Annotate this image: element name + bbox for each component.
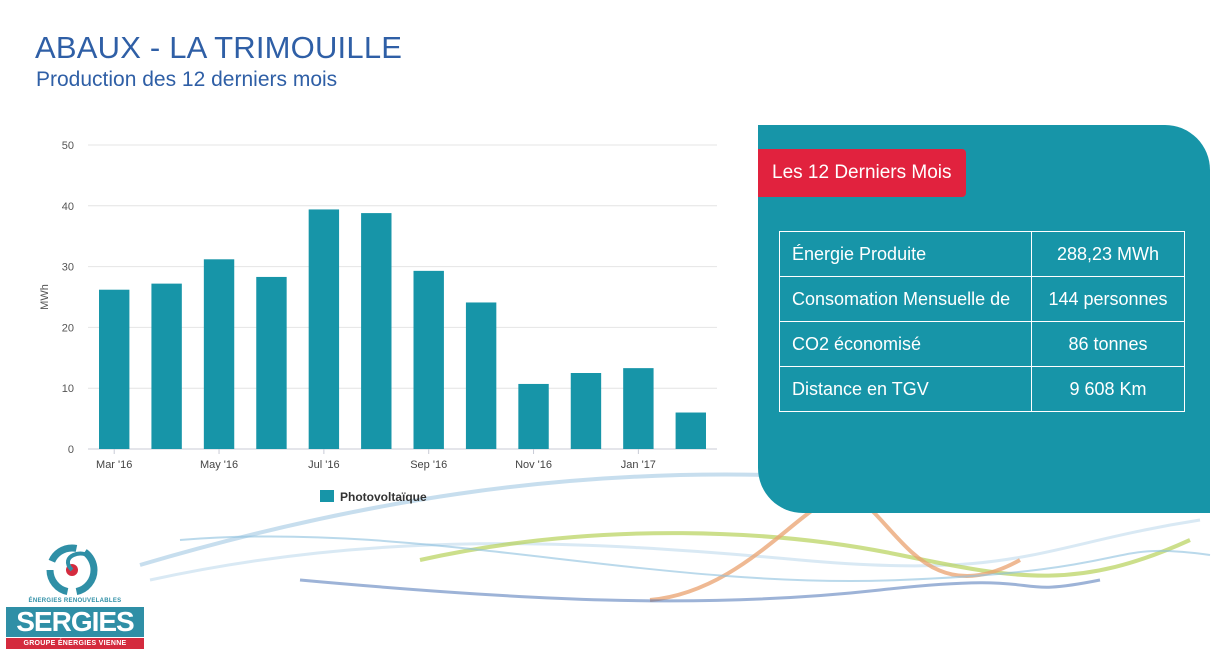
y-axis-label: MWh (39, 284, 51, 310)
y-tick-label: 10 (62, 383, 74, 395)
stat-label: Distance en TGV (779, 366, 1032, 412)
page-title: ABAUX - LA TRIMOUILLE (35, 30, 403, 65)
y-tick-label: 20 (62, 322, 74, 334)
stats-panel: Les 12 Derniers Mois Énergie Produite 28… (758, 125, 1210, 513)
bar (308, 209, 340, 449)
bar (99, 289, 130, 449)
x-tick-label: Jan '17 (621, 459, 656, 471)
stat-label: Consomation Mensuelle de (779, 276, 1032, 322)
stat-value: 144 personnes (1031, 276, 1185, 322)
stat-label: Énergie Produite (779, 231, 1032, 277)
sergies-logo: ÉNERGIES RENOUVELABLES SERGIES GROUPE ÉN… (4, 540, 144, 652)
stat-value: 9 608 Km (1031, 366, 1185, 412)
logo-swirl-icon (46, 544, 98, 596)
logo-tagline-top: ÉNERGIES RENOUVELABLES (28, 598, 122, 604)
bar (413, 270, 444, 449)
table-row: Consomation Mensuelle de 144 personnes (779, 276, 1185, 322)
bar (361, 213, 392, 449)
y-tick-label: 50 (62, 140, 74, 152)
bar (203, 259, 235, 449)
x-tick-label: Nov '16 (515, 459, 552, 471)
x-tick-label: May '16 (200, 459, 238, 471)
page-subtitle: Production des 12 derniers mois (36, 68, 338, 91)
stats-table: Énergie Produite 288,23 MWh Consomation … (779, 231, 1185, 412)
bar (518, 383, 549, 449)
legend-swatch (320, 490, 334, 502)
stat-value: 86 tonnes (1031, 321, 1185, 367)
bar (465, 302, 497, 449)
production-bar-chart: 0 10 20 30 40 50 MWh Mar '16 May '16 Jul '16 Sep '… (39, 140, 717, 504)
table-row: Distance en TGV 9 608 Km (779, 366, 1185, 412)
y-tick-label: 0 (68, 444, 74, 456)
x-tick-label: Sep '16 (410, 459, 447, 471)
bar (151, 283, 182, 449)
logo-wordmark: SERGIES (6, 607, 144, 637)
table-row: Énergie Produite 288,23 MWh (779, 231, 1185, 277)
x-tick-label: Mar '16 (96, 459, 132, 471)
table-row: CO2 économisé 86 tonnes (779, 321, 1185, 367)
logo-tagline-bottom: GROUPE ÉNERGIES VIENNE (6, 638, 144, 649)
stat-value: 288,23 MWh (1031, 231, 1185, 277)
legend-label: Photovoltaïque (340, 490, 427, 504)
y-tick-label: 40 (62, 201, 74, 213)
x-tick-label: Jul '16 (308, 459, 339, 471)
bar (623, 368, 654, 449)
panel-badge: Les 12 Derniers Mois (758, 149, 966, 197)
y-tick-label: 30 (62, 262, 74, 274)
bar (570, 373, 602, 449)
stat-label: CO2 économisé (779, 321, 1032, 367)
bar (256, 276, 287, 449)
bar (675, 412, 706, 449)
